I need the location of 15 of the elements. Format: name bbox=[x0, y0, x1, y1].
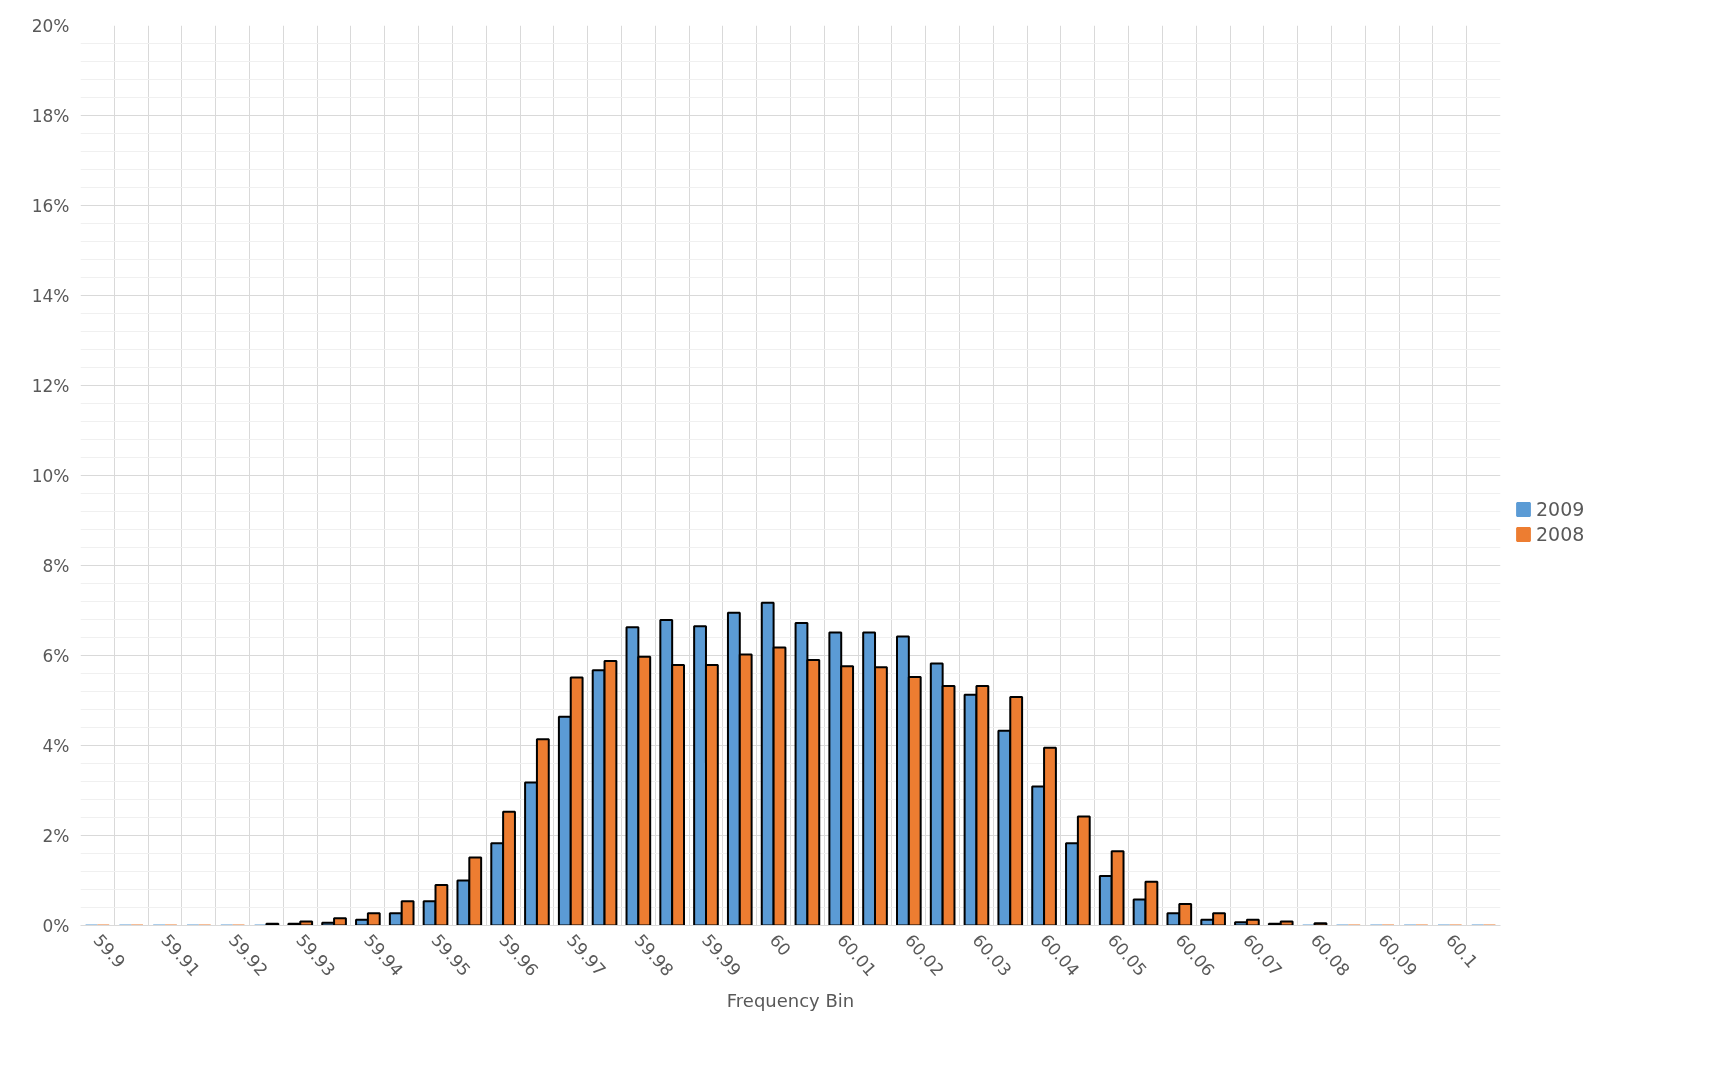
legend-label: 2008 bbox=[1536, 523, 1585, 545]
x-axis-title: Frequency Bin bbox=[726, 989, 855, 1011]
y-tick-label: 12% bbox=[31, 375, 70, 396]
y-tick-label: 4% bbox=[42, 735, 70, 756]
y-tick-label: 8% bbox=[42, 555, 70, 576]
y-tick-label: 2% bbox=[42, 825, 70, 846]
legend-label: 2009 bbox=[1536, 498, 1585, 520]
y-tick-label: 10% bbox=[31, 465, 70, 486]
y-tick-label: 14% bbox=[31, 285, 70, 306]
y-tick-label: 0% bbox=[42, 915, 70, 936]
y-tick-label: 6% bbox=[42, 645, 70, 666]
y-tick-label: 18% bbox=[31, 105, 70, 126]
y-tick-label: 20% bbox=[31, 15, 70, 36]
x-tick-label: 60 bbox=[765, 930, 796, 960]
y-tick-label: 16% bbox=[31, 195, 70, 216]
